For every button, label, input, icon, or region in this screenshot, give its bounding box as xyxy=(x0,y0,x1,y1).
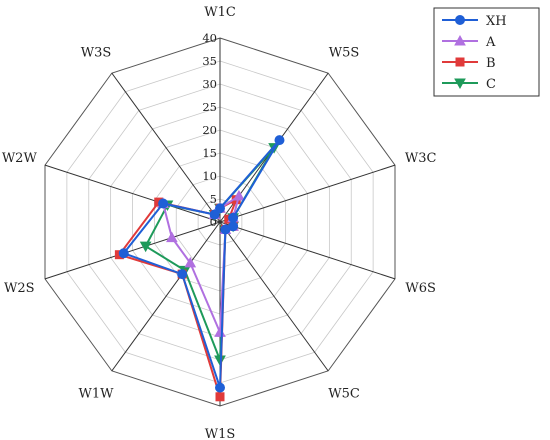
spoke-w3s xyxy=(111,72,221,223)
legend-marker-xh xyxy=(455,15,465,25)
legend-label-c: C xyxy=(486,77,496,92)
legend-marker-c xyxy=(454,78,466,90)
series-line-b xyxy=(117,197,239,398)
data-point-a xyxy=(166,231,178,243)
legend: XH ABC xyxy=(433,7,540,97)
tick-label: 15 xyxy=(202,146,217,160)
tick-label: 25 xyxy=(202,100,217,114)
spoke-w1w xyxy=(111,221,221,372)
axis-label-w2w: W2W xyxy=(2,151,38,166)
axis-label-w5s: W5S xyxy=(329,45,360,60)
data-point-xh xyxy=(215,203,225,214)
data-point-xh xyxy=(209,209,220,220)
tick-label: 35 xyxy=(202,54,217,68)
axis-label-w3c: W3C xyxy=(405,151,437,166)
tick-label: 40 xyxy=(202,31,217,45)
legend-marker-a xyxy=(454,34,466,46)
axis-label-w1c: W1C xyxy=(204,5,236,20)
data-point-c xyxy=(139,241,152,253)
data-point-xh xyxy=(215,382,225,393)
axis-label-w1s: W1S xyxy=(205,427,236,440)
data-point-b xyxy=(215,392,225,402)
axis-label-w5c: W5C xyxy=(328,387,360,402)
spoke-w5c xyxy=(219,221,329,372)
axis-label-w6s: W6S xyxy=(405,281,436,296)
data-point-xh xyxy=(118,248,129,259)
data-point-a xyxy=(214,326,226,337)
tick-label: 0 xyxy=(210,215,217,229)
data-point-xh xyxy=(228,212,239,223)
series-xh xyxy=(118,135,285,393)
spoke-w2s xyxy=(44,221,221,280)
data-point-xh xyxy=(177,269,188,280)
axis-label-w2s: W2S xyxy=(4,281,35,296)
series-layer xyxy=(114,135,285,402)
tick-label: 10 xyxy=(202,169,217,183)
tick-label: 5 xyxy=(210,192,217,206)
axis-label-w3s: W3S xyxy=(81,45,112,60)
spoke-w6s xyxy=(219,221,396,280)
data-point-xh xyxy=(158,198,169,209)
axis-label-w1w: W1W xyxy=(78,387,114,402)
data-point-xh xyxy=(274,135,285,146)
tick-label: 20 xyxy=(202,123,217,137)
legend-label-xh: XH xyxy=(486,14,507,29)
spoke-w2w xyxy=(44,164,221,223)
data-point-a xyxy=(233,189,245,201)
legend-box xyxy=(433,7,540,97)
spoke-w3c xyxy=(219,164,396,223)
legend-label-b: B xyxy=(486,56,496,71)
radial-tick-labels: 0 5 10 15 20 25 30 35 40 xyxy=(202,31,217,229)
data-point-a xyxy=(184,256,197,268)
axis-labels: W1C W5S W3C W6S W5C W1S W1W W2S W2W W3S xyxy=(2,5,437,440)
legend-label-a: A xyxy=(485,35,496,50)
tick-label: 30 xyxy=(202,77,217,91)
data-point-xh xyxy=(220,224,231,235)
legend-marker-b xyxy=(455,57,465,67)
